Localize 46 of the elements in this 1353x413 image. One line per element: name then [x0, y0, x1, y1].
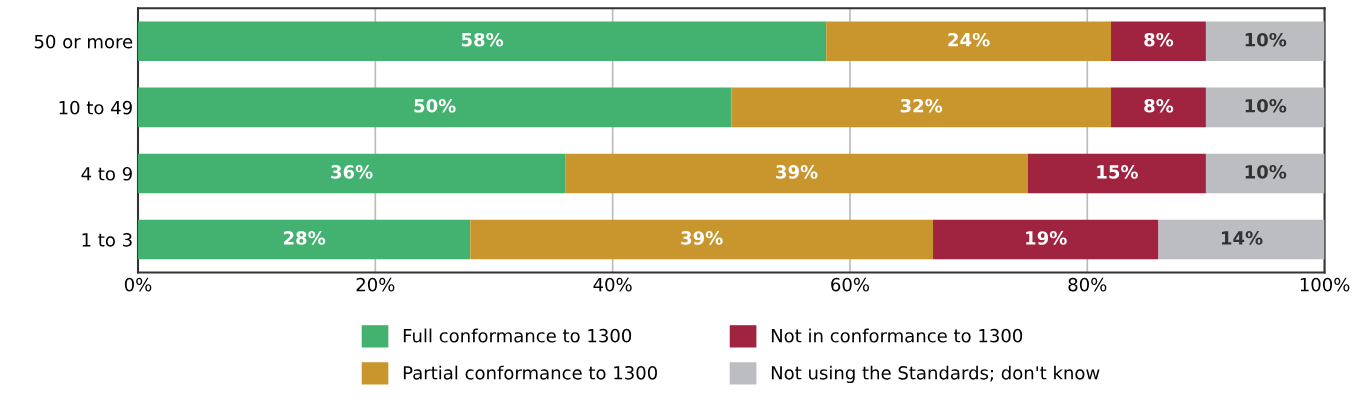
bar — [1111, 87, 1206, 128]
data-label: 10% — [1245, 98, 1287, 113]
data-label: 8% — [1144, 98, 1174, 113]
data-label: 8% — [1144, 32, 1174, 47]
x-tick-label: 100% — [1300, 277, 1350, 292]
bar — [933, 219, 1159, 260]
data-label: 32% — [900, 98, 943, 113]
data-label: 39% — [776, 165, 818, 179]
data-label: 10% — [1245, 165, 1287, 179]
legend-label: Full conformance to 1300 — [403, 328, 632, 343]
y-tick-label: 4 to 9 — [81, 166, 132, 181]
bar — [1027, 153, 1206, 194]
bar — [565, 153, 1028, 194]
bar — [731, 87, 1111, 128]
bar — [138, 219, 471, 260]
x-tick-label: 0% — [124, 277, 152, 292]
data-label: 10% — [1245, 32, 1287, 47]
x-tick-label: 20% — [356, 277, 395, 292]
bar — [470, 219, 934, 260]
data-label: 58% — [461, 32, 504, 47]
bar — [1158, 219, 1325, 260]
data-label: 15% — [1097, 165, 1138, 179]
data-label: 39% — [681, 231, 723, 245]
bar — [138, 87, 732, 128]
bar — [1205, 153, 1325, 194]
data-label: 19% — [1026, 231, 1067, 245]
x-tick-label: 60% — [831, 277, 870, 292]
data-label: 24% — [948, 32, 990, 47]
data-label: 14% — [1221, 231, 1263, 245]
legend-label: Partial conformance to 1300 — [403, 365, 657, 380]
legend-label: Not in conformance to 1300 — [771, 328, 1023, 343]
bar — [1205, 21, 1325, 62]
y-tick-label: 1 to 3 — [82, 233, 132, 247]
bar — [138, 153, 566, 194]
bar — [138, 21, 827, 62]
data-label: 28% — [283, 231, 326, 245]
bar — [1111, 21, 1206, 62]
data-label: 36% — [331, 165, 373, 179]
bar — [1205, 87, 1325, 128]
x-tick-label: 40% — [593, 277, 632, 292]
y-tick-label: 50 or more — [34, 34, 133, 49]
legend-label: Not using the Standards; don't know — [771, 365, 1100, 384]
bar — [826, 21, 1111, 62]
data-label: 50% — [414, 98, 456, 113]
x-tick-label: 80% — [1068, 277, 1107, 292]
y-tick-label: 10 to 49 — [59, 100, 132, 115]
